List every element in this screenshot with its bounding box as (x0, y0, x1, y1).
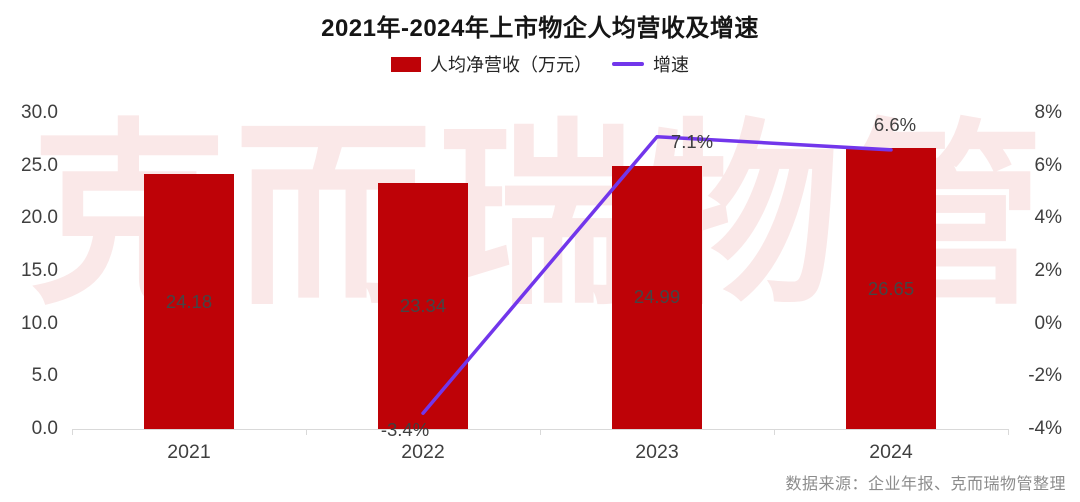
y-axis-right-tick-label: -4% (1028, 418, 1062, 439)
y-axis-right-tick-label: 0% (1034, 312, 1062, 334)
bar-2024 (846, 148, 936, 429)
x-axis-tick (1008, 429, 1009, 435)
data-source: 数据来源：企业年报、克而瑞物管整理 (785, 476, 1066, 493)
y-axis-right-tick-label: 4% (1034, 207, 1062, 229)
x-axis-tick (774, 429, 775, 435)
y-axis-left-tick-label: 25.0 (21, 154, 58, 176)
x-axis-label-2023: 2023 (635, 441, 679, 463)
y-axis-right-tick-label: 8% (1034, 102, 1062, 123)
x-axis-tick (306, 429, 307, 435)
y-axis-right-tick-label: 2% (1034, 260, 1062, 281)
legend-label-growth: 增速 (653, 55, 689, 75)
y-axis-right-tick-label: -2% (1028, 365, 1062, 387)
bar-swatch-icon (391, 56, 421, 72)
legend-item-growth: 增速 (612, 51, 689, 77)
y-axis-left-tick-label: 30.0 (21, 102, 58, 123)
bar-value-label: 26.65 (867, 277, 915, 299)
y-axis-left-tick-label: 0.0 (31, 418, 58, 439)
y-axis-left-tick-label: 10.0 (21, 312, 58, 334)
bar-2023 (612, 165, 702, 429)
x-axis-tick (72, 429, 73, 435)
y-axis-left-tick-label: 15.0 (21, 260, 58, 281)
bar-value-label: 24.99 (633, 286, 681, 308)
legend-label-revenue: 人均净营收（万元） (430, 55, 592, 75)
x-axis-label-2021: 2021 (167, 441, 211, 463)
bar-2021 (144, 174, 234, 429)
bar-2022 (378, 183, 468, 429)
growth-point-label: -3.4% (380, 419, 430, 441)
legend: 人均净营收（万元） 增速 (0, 52, 1080, 76)
y-axis-left-tick-label: 5.0 (31, 365, 58, 387)
bar-value-label: 23.34 (399, 295, 447, 317)
x-axis-tick (540, 429, 541, 435)
growth-point-label: 6.6% (873, 113, 917, 135)
y-axis-right-tick-label: 6% (1034, 154, 1062, 176)
x-axis-label-2022: 2022 (401, 441, 445, 463)
chart-title: 2021年-2024年上市物企人均营收及增速 (321, 15, 759, 42)
bar-value-label: 24.18 (165, 290, 213, 312)
x-axis-label-2024: 2024 (869, 441, 913, 463)
line-swatch-icon (612, 62, 644, 66)
growth-point-label: 7.1% (670, 130, 714, 152)
y-axis-left-tick-label: 20.0 (21, 207, 58, 229)
legend-item-revenue: 人均净营收（万元） (391, 51, 592, 77)
